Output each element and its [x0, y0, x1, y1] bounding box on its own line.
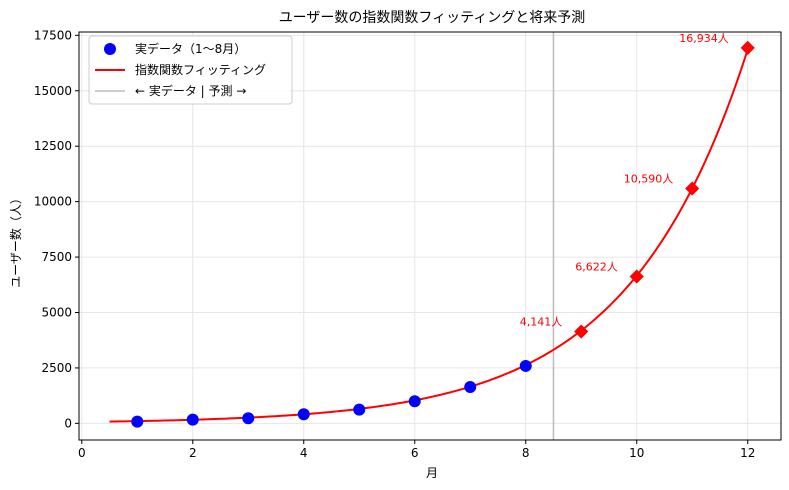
- actual-data-point: [297, 408, 310, 421]
- forecast-data-label: 10,590人: [624, 173, 674, 186]
- forecast-data-point: [629, 269, 644, 284]
- y-tick-label: 10000: [34, 195, 72, 209]
- y-tick-label: 0: [64, 416, 72, 430]
- forecast-data-labels: 4,141人 6,622人 10,590人 16,934人: [520, 32, 729, 329]
- actual-data-point: [464, 381, 477, 394]
- x-tick-label: 4: [300, 446, 308, 460]
- legend-box: [88, 35, 293, 105]
- x-tick-label: 10: [629, 446, 644, 460]
- actual-data-point: [519, 359, 532, 372]
- legend-divider-label: ← 実データ | 予測 →: [135, 83, 246, 98]
- forecast-data-point: [740, 40, 755, 55]
- x-tick-label: 8: [522, 446, 530, 460]
- legend-actual-marker: [104, 43, 116, 55]
- legend-fit-label: 指数関数フィッティング: [135, 62, 266, 77]
- actual-data-series: [131, 359, 532, 428]
- x-tick-label: 2: [189, 446, 197, 460]
- x-tick-label: 0: [78, 446, 86, 460]
- forecast-series: [574, 40, 755, 339]
- y-tick-label: 15000: [34, 84, 72, 98]
- y-tick-label: 5000: [41, 306, 72, 320]
- x-tick-label: 12: [740, 446, 755, 460]
- actual-data-point: [242, 412, 255, 425]
- y-axis-ticks: 0 2500 5000 7500 10000 12500 15000 17500: [34, 28, 79, 430]
- x-axis-title: 月: [426, 466, 438, 480]
- fit-curve-line: [109, 49, 749, 423]
- forecast-data-point: [685, 181, 700, 196]
- y-tick-label: 17500: [34, 28, 72, 42]
- plot-frame: [78, 31, 782, 441]
- x-tick-label: 6: [411, 446, 419, 460]
- chart-title: ユーザー数の指数関数フィッティングと将来予測: [279, 10, 586, 26]
- fit-curve-series: [109, 49, 749, 423]
- y-axis-title: ユーザー数（人）: [8, 192, 23, 288]
- legend: 実データ（1〜8月） 指数関数フィッティング ← 実データ | 予測 →: [88, 35, 293, 105]
- grid-lines: [79, 32, 781, 440]
- y-tick-label: 2500: [41, 361, 72, 375]
- y-tick-label: 7500: [41, 250, 72, 264]
- actual-data-point: [408, 395, 421, 408]
- forecast-data-label: 6,622人: [575, 261, 618, 274]
- x-axis-ticks: 0 2 4 6 8 10 12: [78, 440, 755, 460]
- y-tick-label: 12500: [34, 139, 72, 153]
- forecast-data-label: 4,141人: [520, 316, 563, 329]
- actual-data-point: [186, 413, 199, 426]
- actual-data-point: [353, 403, 366, 416]
- forecast-data-label: 16,934人: [679, 32, 729, 45]
- forecast-data-point: [574, 324, 589, 339]
- actual-data-point: [131, 415, 144, 428]
- legend-actual-label: 実データ（1〜8月）: [135, 41, 246, 56]
